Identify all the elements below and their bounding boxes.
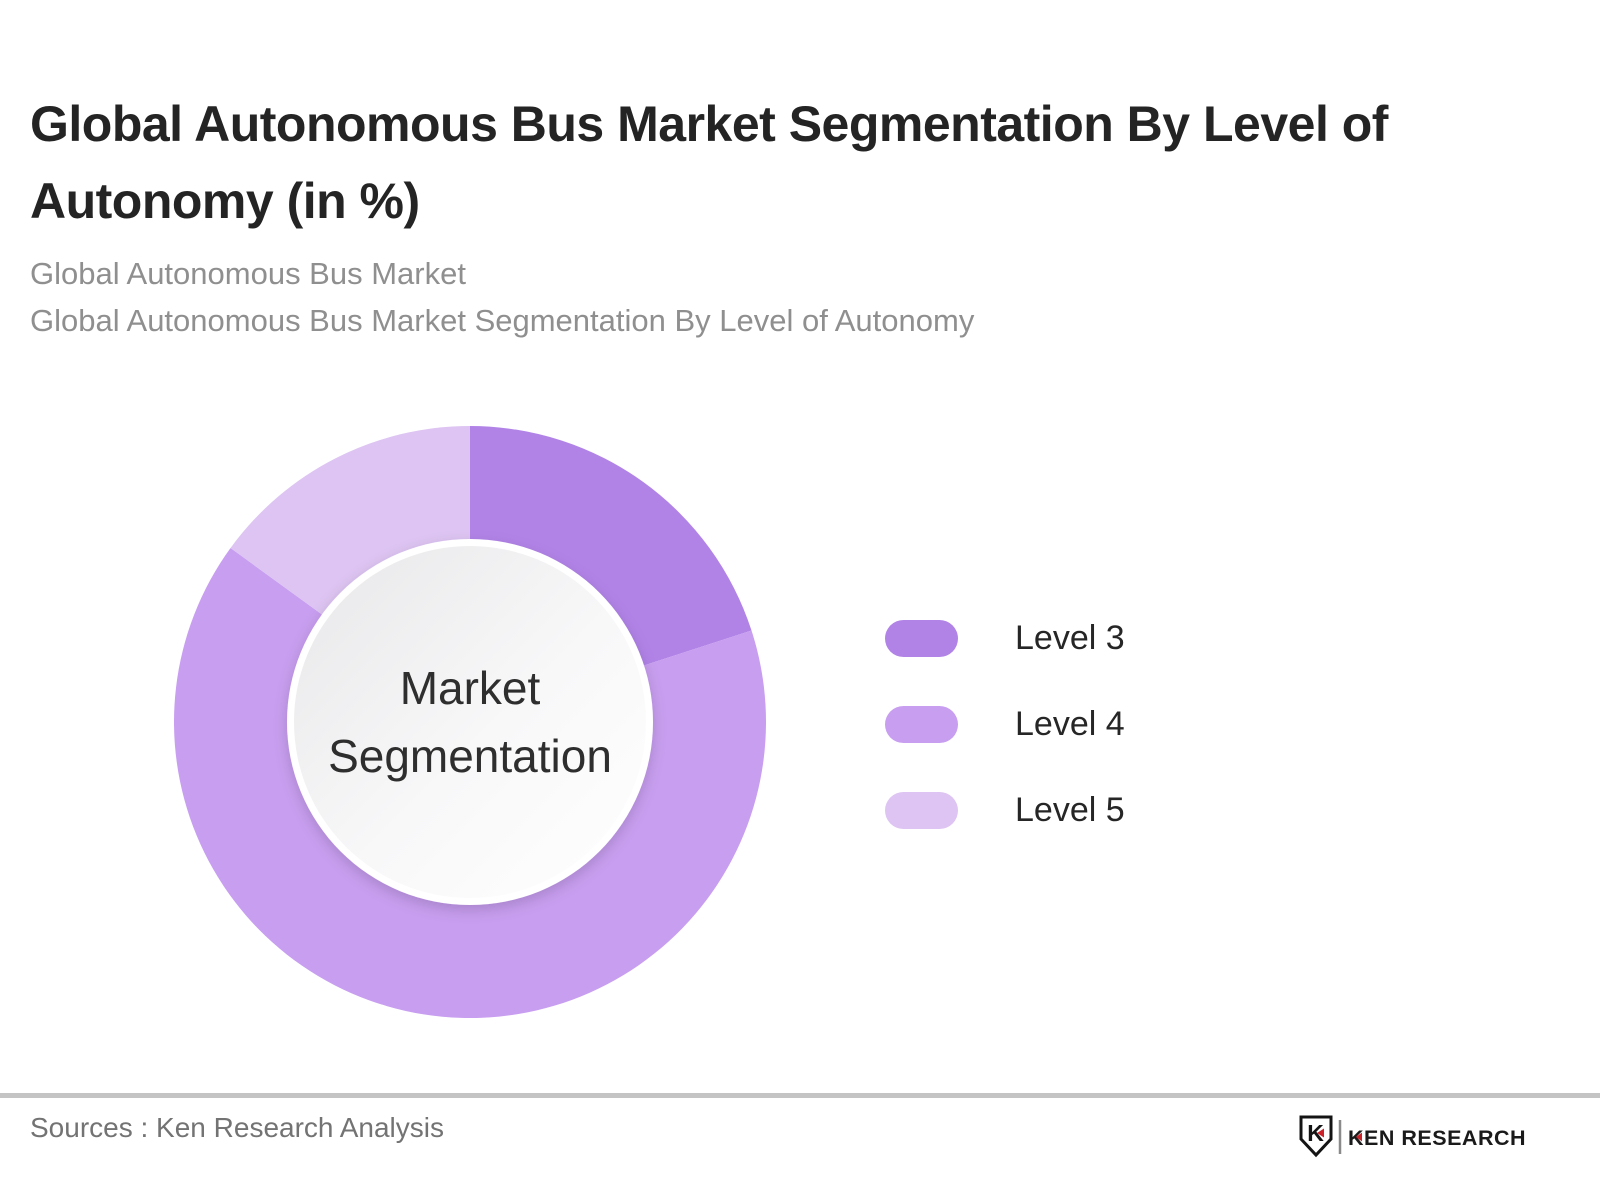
- legend-swatch: [885, 706, 958, 743]
- legend-label: Level 5: [1015, 791, 1125, 829]
- legend: Level 3 Level 4 Level 5: [885, 619, 1125, 829]
- sources-text: Sources : Ken Research Analysis: [30, 1112, 444, 1143]
- logo-k-accent-icon: [1356, 1132, 1362, 1142]
- legend-swatch: [885, 620, 958, 657]
- footer-divider: [0, 1093, 1600, 1098]
- donut-center-disc: [294, 546, 646, 898]
- svg-text:K: K: [1307, 1120, 1324, 1146]
- legend-item: Level 4: [885, 705, 1125, 743]
- donut-svg: [174, 426, 766, 1018]
- subtitle-line-2: Global Autonomous Bus Market Segmentatio…: [30, 303, 975, 338]
- legend-item: Level 5: [885, 791, 1125, 829]
- legend-swatch: [885, 792, 958, 829]
- subtitle-block: Global Autonomous Bus Market Global Auto…: [30, 250, 1430, 344]
- legend-label: Level 4: [1015, 705, 1125, 743]
- page-title: Global Autonomous Bus Market Segmentatio…: [30, 95, 1388, 229]
- subtitle-line-1: Global Autonomous Bus Market: [30, 256, 466, 291]
- donut-chart: Market Segmentation: [174, 426, 766, 1018]
- ken-research-logo: K KEN RESEARCH: [1299, 1115, 1526, 1158]
- legend-label: Level 3: [1015, 619, 1125, 657]
- logo-brand-text: KEN RESEARCH: [1348, 1126, 1526, 1150]
- legend-item: Level 3: [885, 619, 1125, 657]
- shield-k-icon: K: [1299, 1115, 1333, 1158]
